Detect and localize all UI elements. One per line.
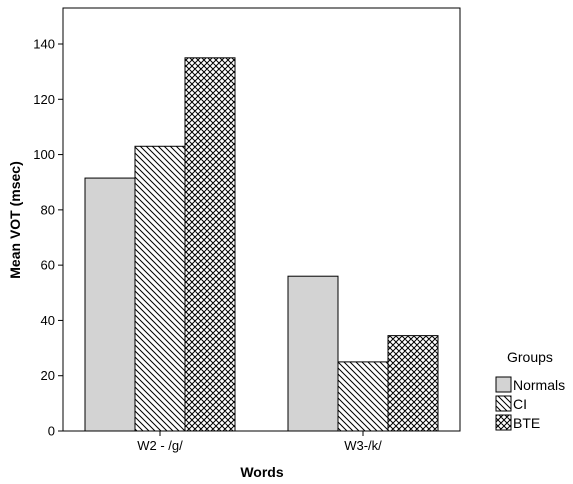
legend-swatch-normals <box>495 376 512 393</box>
y-axis-title: Mean VOT (msec) <box>7 161 23 278</box>
x-tick-label: W2 - /g/ <box>137 438 183 453</box>
bar-bte-2 <box>387 335 439 432</box>
y-tick-label: 140 <box>33 37 55 52</box>
bar-bte-1 <box>184 57 236 432</box>
y-tick-label: 80 <box>41 202 55 217</box>
legend-label-normals: Normals <box>513 377 565 393</box>
legend: Groups Normals CI BTE <box>495 349 565 431</box>
bar-normals-1 <box>84 177 136 432</box>
legend-swatch-ci <box>495 395 512 412</box>
y-tick-label: 60 <box>41 258 55 273</box>
y-tick-label: 20 <box>41 368 55 383</box>
plot-frame <box>62 7 461 432</box>
y-tick-label: 120 <box>33 92 55 107</box>
legend-swatch-bte <box>495 414 512 431</box>
legend-label-ci: CI <box>513 396 527 412</box>
bar-normals-2 <box>287 275 339 432</box>
y-tick-label: 40 <box>41 313 55 328</box>
bar-ci-2 <box>337 361 389 432</box>
y-tick-label: 0 <box>48 424 55 439</box>
x-tick-label: W3-/k/ <box>344 438 382 453</box>
x-axis-title: Words <box>240 464 284 480</box>
legend-label-bte: BTE <box>513 415 540 431</box>
bar-ci-1 <box>134 145 186 432</box>
y-tick-label: 100 <box>33 147 55 162</box>
legend-title: Groups <box>507 349 553 365</box>
